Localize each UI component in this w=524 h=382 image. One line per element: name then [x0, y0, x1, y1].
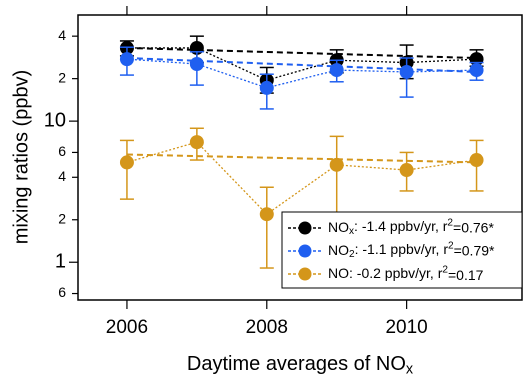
- data-point: [469, 153, 484, 168]
- y-tick-label: 1: [55, 251, 66, 273]
- data-line: [126, 58, 477, 89]
- x-tick-label: 2006: [106, 317, 148, 338]
- data-point: [329, 157, 344, 172]
- data-point: [329, 63, 344, 78]
- data-point: [259, 207, 274, 222]
- y-tick-label: 2: [58, 69, 66, 85]
- data-line: [126, 141, 477, 216]
- x-tick-label: 2008: [246, 317, 288, 338]
- trend-line: [126, 57, 477, 73]
- data-point: [119, 52, 134, 67]
- data-point: [259, 80, 274, 95]
- plot-frame: [77, 14, 523, 301]
- legend-marker: [298, 221, 312, 235]
- y-tick-label: 6: [58, 143, 66, 159]
- y-tick-label: 4: [58, 168, 66, 184]
- x-tick-label: 2010: [385, 317, 427, 338]
- data-point: [189, 56, 204, 71]
- legend-marker: [298, 267, 312, 281]
- data-point: [119, 155, 134, 170]
- trend-line: [126, 153, 477, 164]
- legend-label: NO2​: -1.1 ppbv/yr, r2​=0.79*: [328, 240, 495, 260]
- data-point: [469, 63, 484, 78]
- y-tick-label: 6: [58, 284, 66, 300]
- y-tick-label: 10: [44, 109, 66, 131]
- data-point: [399, 163, 414, 178]
- legend-box: [281, 211, 523, 289]
- x-axis-label: Daytime averages of NOx​: [187, 353, 414, 377]
- y-tick-label: 4: [58, 27, 66, 43]
- y-axis-label: mixing ratios (ppbv): [10, 70, 32, 245]
- legend-label: NO: -0.2 ppbv/yr, r2​=0.17: [328, 264, 484, 282]
- legend-label: NOx​: -1.4 ppbv/yr, r2​=0.76*: [328, 217, 494, 237]
- trend-line: [126, 46, 477, 60]
- data-line: [126, 47, 477, 81]
- data-point: [399, 64, 414, 79]
- data-point: [189, 135, 204, 150]
- legend-marker: [298, 244, 312, 258]
- y-tick-label: 2: [58, 210, 66, 226]
